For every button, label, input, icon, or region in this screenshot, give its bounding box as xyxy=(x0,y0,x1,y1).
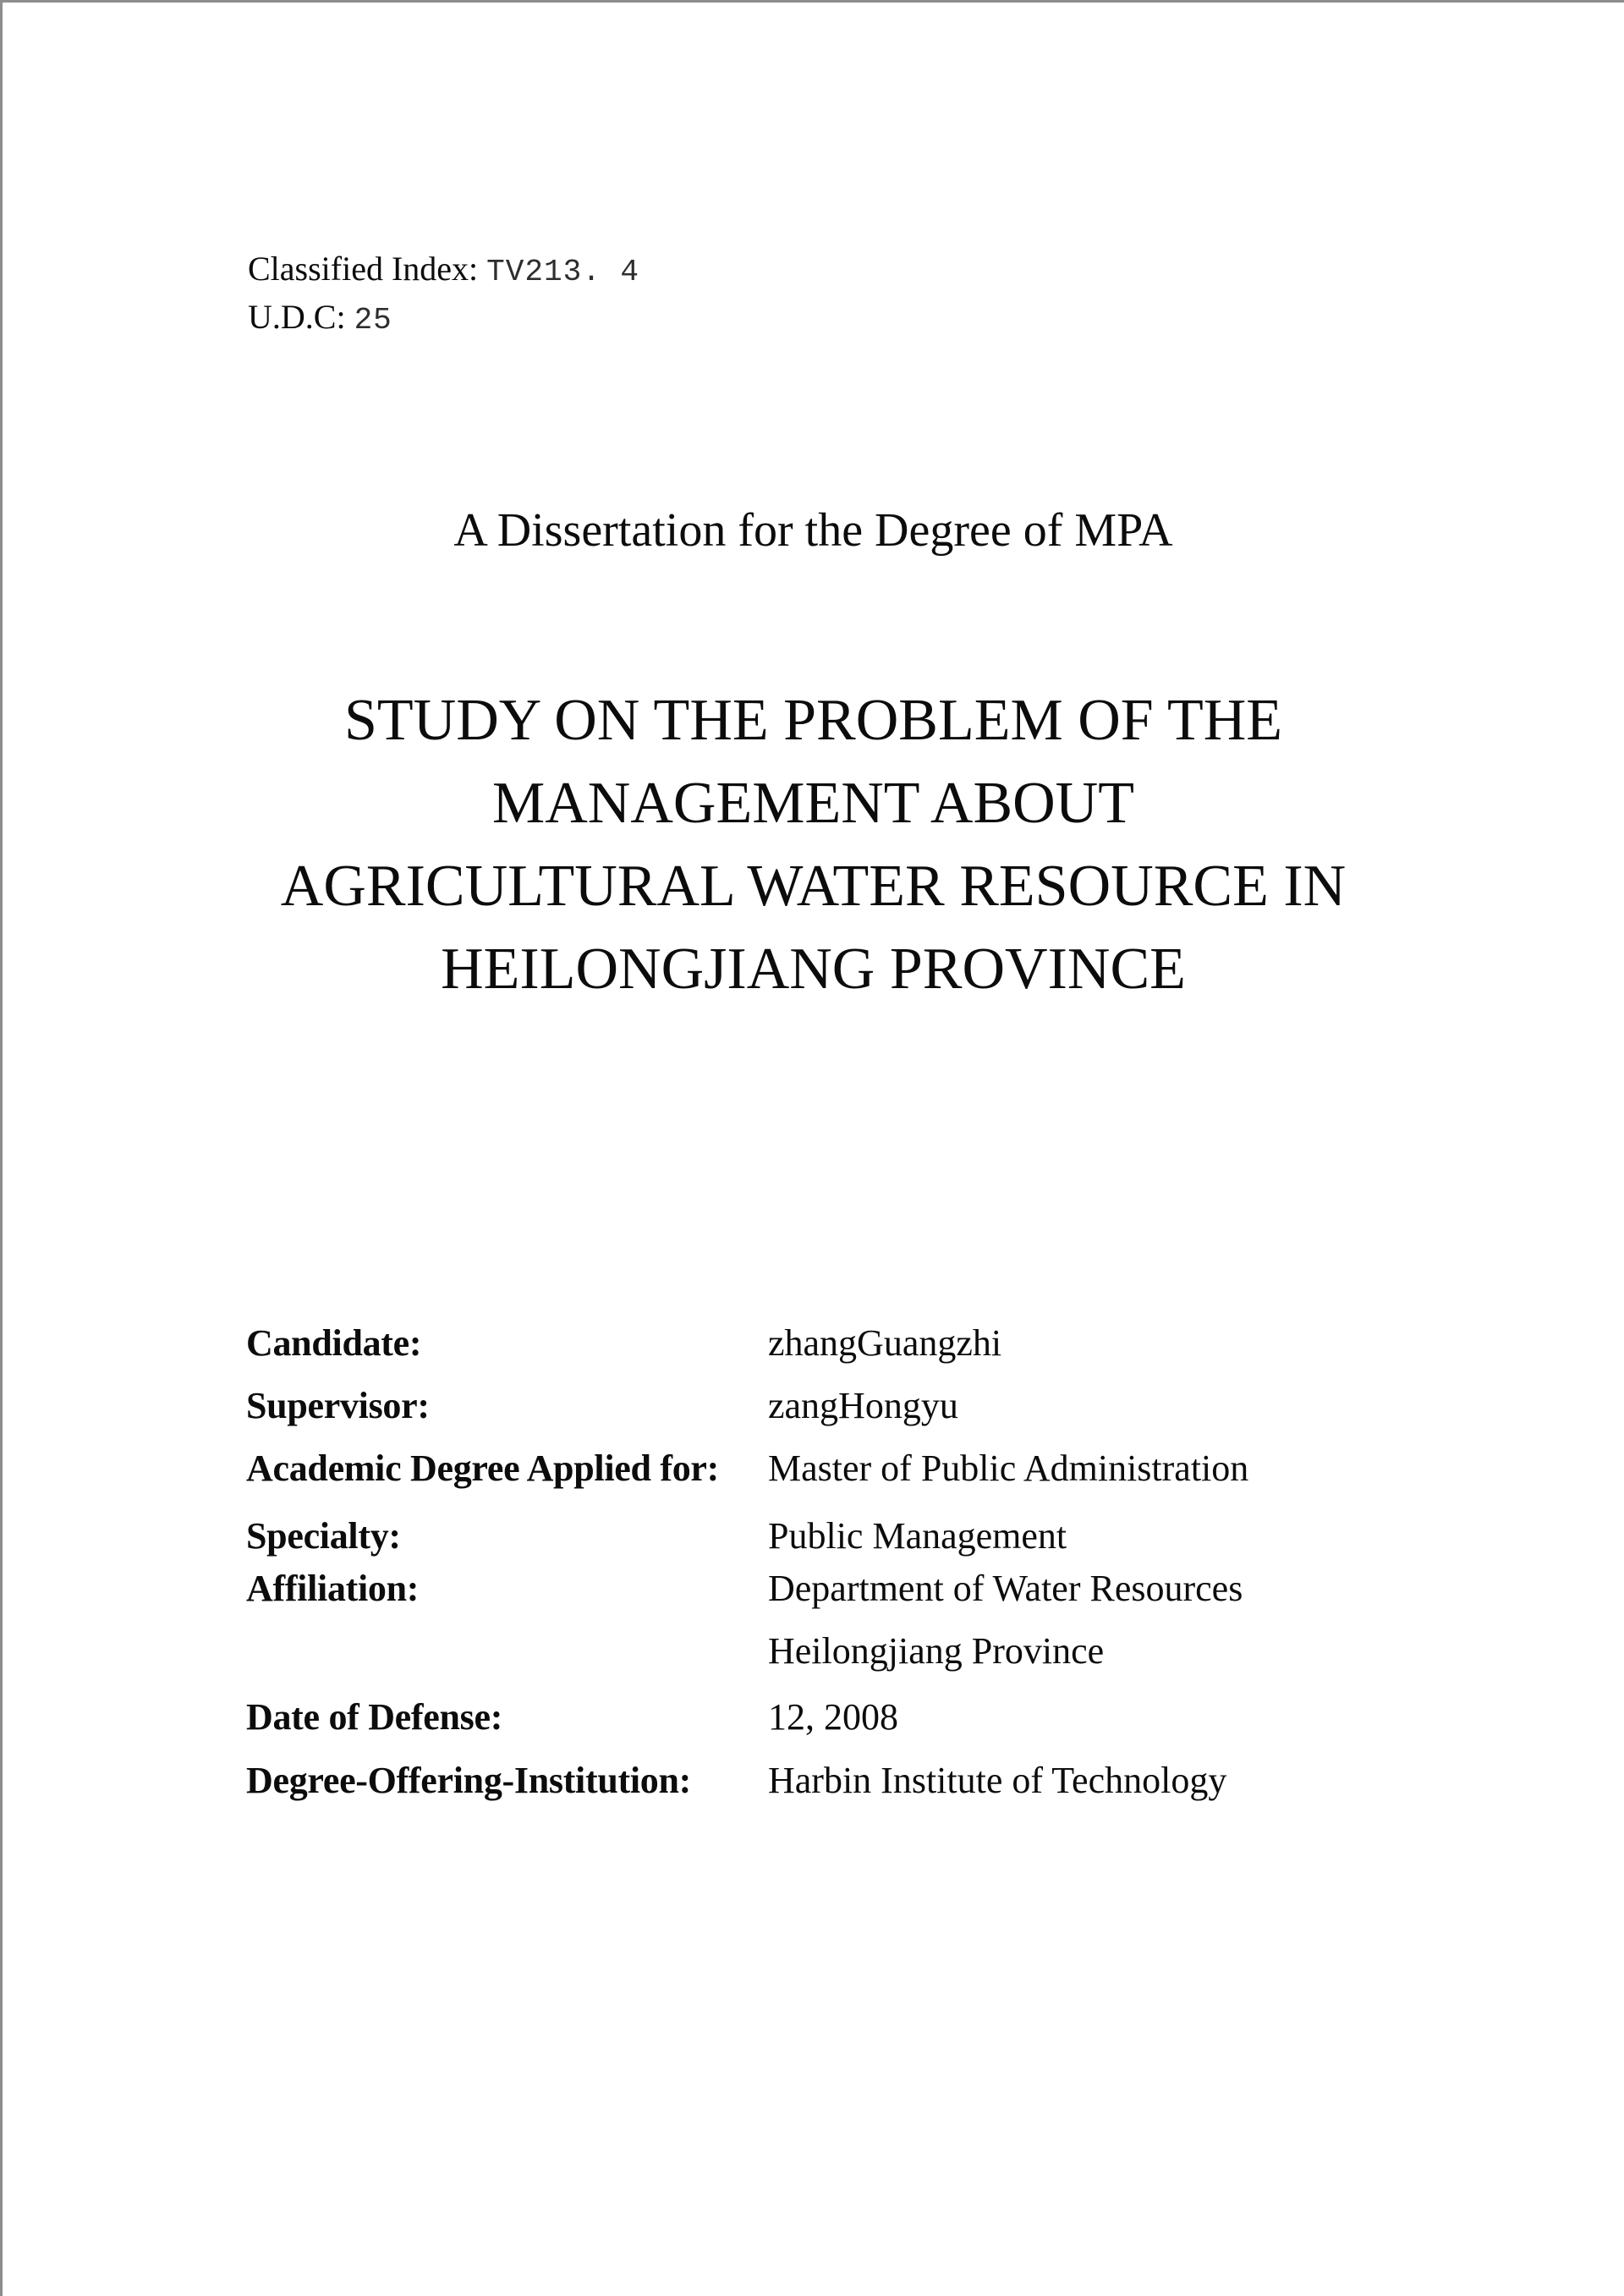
udc-label: U.D.C: xyxy=(248,298,346,336)
classified-index-value: TV213. 4 xyxy=(486,255,639,289)
title-line-4: HEILONGJIANG PROVINCE xyxy=(441,937,1186,1002)
field-value: zangHongyu xyxy=(768,1385,958,1426)
field-value: 12, 2008 xyxy=(768,1696,898,1738)
field-label: Affiliation: xyxy=(246,1568,420,1609)
classified-header: Classified Index: TV213. 4 U.D.C: 25 xyxy=(248,246,639,343)
field-value: Department of Water Resources xyxy=(768,1568,1243,1609)
field-label: Candidate: xyxy=(246,1322,422,1364)
dissertation-subtitle: A Dissertation for the Degree of MPA xyxy=(453,504,1173,557)
udc-line: U.D.C: 25 xyxy=(248,294,639,343)
title-line-1: STUDY ON THE PROBLEM OF THE xyxy=(343,688,1283,753)
udc-value: 25 xyxy=(354,303,392,338)
classified-index-line: Classified Index: TV213. 4 xyxy=(248,246,639,294)
field-value: Heilongjiang Province xyxy=(768,1630,1105,1672)
field-label: Date of Defense: xyxy=(246,1696,503,1738)
classified-index-label: Classified Index: xyxy=(248,250,479,288)
title-line-3: AGRICULTURAL WATER RESOURCE IN xyxy=(280,854,1347,919)
field-label: Supervisor: xyxy=(246,1385,430,1426)
field-value: Master of Public Administration xyxy=(768,1447,1249,1489)
field-label: Degree-Offering-Institution: xyxy=(246,1760,692,1801)
title-line-2: MANAGEMENT ABOUT xyxy=(492,771,1134,836)
field-label: Specialty: xyxy=(246,1515,401,1557)
field-value: Harbin Institute of Technology xyxy=(768,1760,1227,1801)
field-value: Public Management xyxy=(768,1515,1067,1557)
field-label: Academic Degree Applied for: xyxy=(246,1447,719,1489)
dissertation-main-title: STUDY ON THE PROBLEM OF THE MANAGEMENT A… xyxy=(3,679,1624,1011)
field-value: zhangGuangzhi xyxy=(768,1322,1002,1364)
